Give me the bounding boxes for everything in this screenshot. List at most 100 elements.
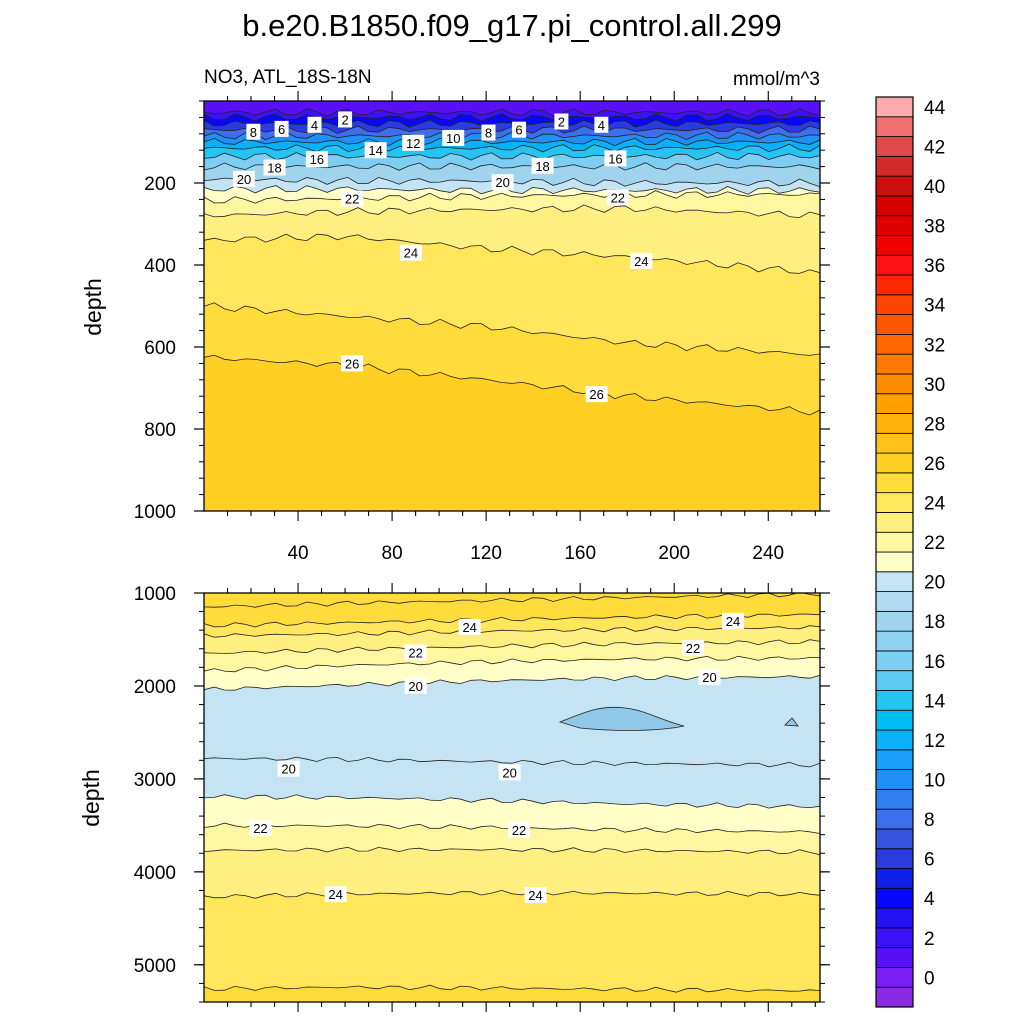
panel-1-contour-label: 22 <box>249 820 272 837</box>
panel-0-contour-label: 8 <box>481 124 496 141</box>
svg-text:22: 22 <box>408 645 422 660</box>
panel-1-band-24 <box>204 625 820 654</box>
colorbar-swatch <box>875 136 914 157</box>
svg-text:20: 20 <box>408 679 422 694</box>
panel-1-contour-label: 24 <box>722 612 745 629</box>
colorbar-tick-label: 32 <box>924 335 945 356</box>
panel-0-band-10 <box>204 132 820 146</box>
panel-0-contour-label: 6 <box>512 121 527 138</box>
panel-0-contour-21 <box>204 185 820 195</box>
colorbar-swatch <box>875 690 914 711</box>
colorbar-swatch <box>875 531 914 553</box>
svg-text:14: 14 <box>368 143 382 158</box>
panel-0-contour-label: 20 <box>232 170 255 187</box>
panel-0-ytick-label: 600 <box>144 338 176 359</box>
svg-text:24: 24 <box>404 246 418 261</box>
panel-0-band-26 <box>204 355 820 511</box>
panel-0-contour-label: 16 <box>305 151 328 168</box>
panel-1-band-24 <box>204 890 820 993</box>
colorbar-swatch <box>875 848 914 869</box>
panel-0-xtick-label: 200 <box>658 543 690 564</box>
colorbar-swatch <box>875 749 914 771</box>
panel-0-contour-22 <box>204 190 820 204</box>
panel-1-ytick-label: 2000 <box>134 677 176 698</box>
panel-0-band-16 <box>204 152 820 171</box>
panel-1-band-20 <box>204 757 820 809</box>
colorbar-swatch <box>875 155 914 177</box>
svg-text:10: 10 <box>446 131 460 146</box>
panel-0-contour-label: 18 <box>531 157 554 174</box>
svg-text:4: 4 <box>311 118 318 133</box>
svg-text:20: 20 <box>281 762 295 777</box>
panel-0-contour-label: 4 <box>594 116 609 133</box>
panel-1-band-26 <box>204 593 820 627</box>
colorbar-swatch <box>875 630 914 652</box>
colorbar-swatch <box>875 729 914 751</box>
panel-0-contour-label: 16 <box>604 150 627 167</box>
colorbar-swatch <box>875 907 914 929</box>
colorbar-tick-label: 14 <box>924 691 946 712</box>
panel-1-contour-26 <box>204 593 820 608</box>
panel-0-band-6 <box>204 119 820 134</box>
svg-text:24: 24 <box>726 614 740 629</box>
colorbar-tick-label: 44 <box>924 98 946 119</box>
svg-text:24: 24 <box>328 887 342 902</box>
colorbar-swatch <box>875 215 914 236</box>
panel-1-contour-label: 22 <box>404 644 427 661</box>
panel-1-contour-23 <box>204 639 820 654</box>
colorbar-swatch <box>875 314 914 335</box>
panel-0-contour-label: 14 <box>364 142 387 159</box>
panel-0-band-12 <box>204 138 820 152</box>
colorbar-swatch <box>875 492 914 513</box>
figure-title: b.e20.B1850.f09_g17.pi_control.all.299 <box>242 8 782 43</box>
colorbar-swatch <box>875 769 914 790</box>
panel-0-band-24 <box>204 234 820 356</box>
panel-0-contour-label: 8 <box>246 123 261 140</box>
colorbar-tick-label: 24 <box>924 494 946 515</box>
colorbar-swatch <box>875 828 914 850</box>
upper-ylabel: depth <box>80 278 106 336</box>
panel-0-contour-26 <box>204 354 820 416</box>
panel-0-contour-10 <box>204 131 820 141</box>
svg-text:4: 4 <box>598 118 605 133</box>
panel-1-band-21 <box>204 675 820 767</box>
svg-text:26: 26 <box>345 356 359 371</box>
svg-text:22: 22 <box>345 192 359 207</box>
colorbar-swatch <box>875 927 914 949</box>
svg-text:2: 2 <box>341 112 348 127</box>
panel-1-ytick-label: 1000 <box>134 584 176 605</box>
panel-0-contour-label: 20 <box>491 174 514 191</box>
panel-1-band-22 <box>204 823 820 855</box>
panel-0-ytick-label: 1000 <box>134 502 176 523</box>
colorbar-tick-label: 42 <box>924 137 945 158</box>
panel-0-ytick-label: 400 <box>144 256 176 277</box>
svg-text:6: 6 <box>278 122 285 137</box>
panel-0-contour-label: 22 <box>341 190 364 207</box>
panel-0-ytick-label: 800 <box>144 420 176 441</box>
lower-blob-small <box>784 717 799 727</box>
panel-0-contour-label: 18 <box>263 159 286 176</box>
panel-1-contour-label: 22 <box>508 822 531 839</box>
panel-1-band-23 <box>204 639 820 672</box>
panel-0-contour-label: 2 <box>338 111 353 128</box>
panel-0-contour-label: 26 <box>585 386 608 403</box>
svg-text:18: 18 <box>267 160 281 175</box>
svg-text:16: 16 <box>608 151 622 166</box>
panel-0-contour-label: 4 <box>307 116 322 133</box>
panel-0-xtick-label: 80 <box>382 543 403 564</box>
colorbar-tick-label: 4 <box>924 889 935 910</box>
panel-0-contour-12 <box>204 137 820 147</box>
svg-text:8: 8 <box>485 126 492 141</box>
panel-1-contour-label: 20 <box>404 677 427 694</box>
panel-0-xtick-label: 160 <box>564 543 596 564</box>
svg-text:24: 24 <box>634 254 648 269</box>
svg-text:16: 16 <box>310 152 324 167</box>
svg-text:12: 12 <box>406 136 420 151</box>
panel-0-band-2 <box>204 108 820 122</box>
panel-1-contour-25 <box>204 984 820 993</box>
upper-subtitle-right: mmol/m^3 <box>733 69 820 90</box>
panel-0-contour-label: 26 <box>341 355 364 372</box>
colorbar-swatch <box>875 788 914 810</box>
panel-1-contour-label: 24 <box>324 886 347 903</box>
